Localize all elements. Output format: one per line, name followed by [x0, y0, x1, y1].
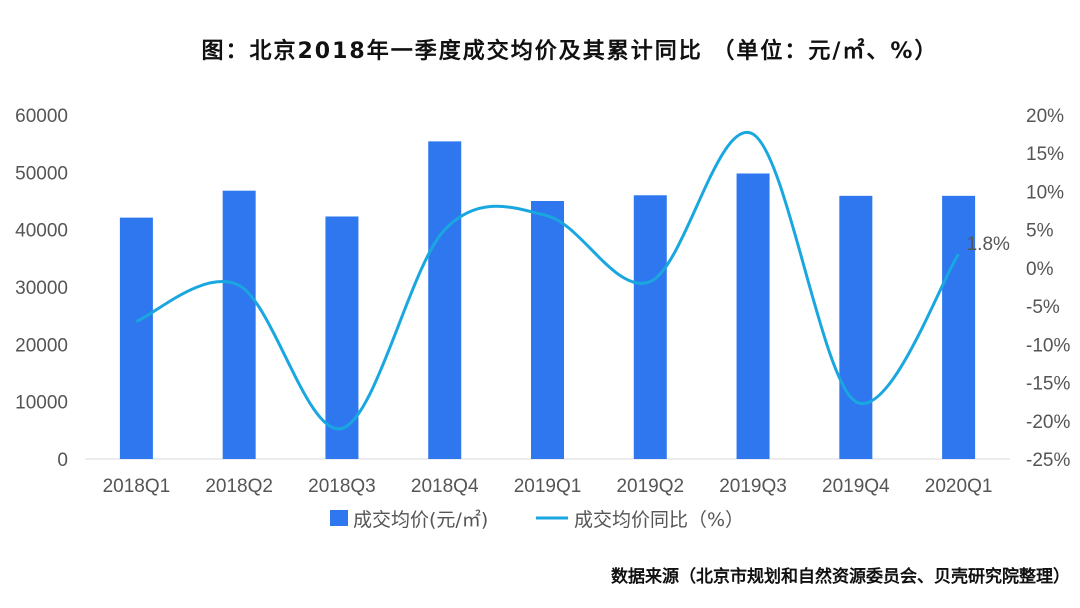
bar — [736, 173, 770, 460]
data-label: 1.8% — [967, 234, 1010, 255]
legend-line-label: 成交均价同比（%） — [574, 509, 744, 531]
right-tick-label: -5% — [1026, 297, 1060, 318]
bar-series — [119, 141, 976, 460]
bar — [119, 217, 153, 459]
right-axis: -25% -20% -15% -10% -5% 0% 5% 10% 15% 20% — [1026, 106, 1070, 471]
legend: 成交均价(元/㎡) 成交均价同比（%） — [330, 508, 744, 531]
bar — [531, 201, 564, 459]
category-label: 2019Q3 — [719, 476, 787, 497]
bar — [222, 190, 256, 459]
category-label: 2019Q2 — [616, 476, 684, 497]
right-tick-label: -20% — [1026, 412, 1070, 433]
left-tick-label: 40000 — [15, 221, 68, 242]
line-path — [135, 130, 960, 430]
right-tick-label: 5% — [1026, 221, 1054, 242]
left-tick-label: 20000 — [15, 335, 68, 356]
legend-bar-swatch — [330, 510, 348, 526]
left-tick-label: 60000 — [15, 106, 68, 127]
right-tick-label: 20% — [1026, 106, 1064, 127]
source-note: 数据来源（北京市规划和自然资源委员会、贝壳研究院整理） — [611, 566, 1070, 587]
bar — [839, 195, 873, 459]
chart-title: 图：北京2018年一季度成交均价及其累计同比 （单位：元/㎡、%） — [202, 38, 939, 64]
left-tick-label: 0 — [57, 450, 68, 471]
bar — [428, 141, 462, 459]
category-label: 2018Q4 — [411, 476, 479, 497]
left-tick-label: 30000 — [15, 278, 68, 299]
x-axis: 2018Q1 2018Q2 2018Q3 2018Q4 2019Q1 2019Q2 2019… — [103, 476, 993, 497]
right-tick-label: 10% — [1026, 182, 1064, 203]
bar — [942, 195, 976, 459]
bar — [325, 216, 359, 459]
category-label: 2020Q1 — [925, 476, 993, 497]
left-tick-label: 50000 — [15, 163, 68, 184]
category-label: 2019Q1 — [514, 476, 582, 497]
right-tick-label: 0% — [1026, 259, 1054, 280]
category-label: 2018Q3 — [308, 476, 376, 497]
category-label: 2018Q2 — [205, 476, 273, 497]
right-tick-label: -10% — [1026, 335, 1070, 356]
category-label: 2018Q1 — [103, 476, 171, 497]
category-label: 2019Q4 — [822, 476, 890, 497]
legend-bar-label: 成交均价(元/㎡) — [353, 508, 488, 531]
line-series: 1.8% — [135, 130, 1010, 430]
right-tick-label: -15% — [1026, 374, 1070, 395]
left-tick-label: 10000 — [15, 393, 68, 414]
right-tick-label: 15% — [1026, 144, 1064, 165]
right-tick-label: -25% — [1026, 450, 1070, 471]
bar — [633, 195, 667, 459]
